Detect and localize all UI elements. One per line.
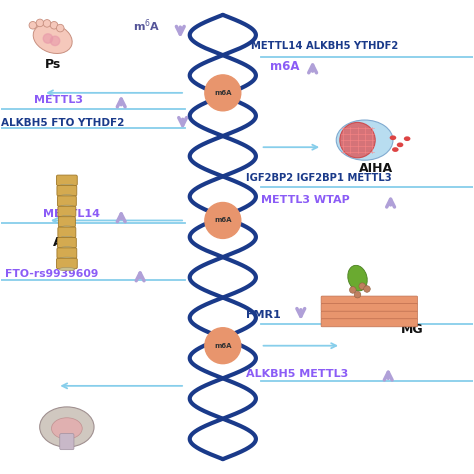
Text: METTL3 WTAP: METTL3 WTAP — [261, 195, 349, 205]
Text: m$^6$A: m$^6$A — [134, 17, 161, 34]
Text: m6A: m6A — [214, 218, 232, 223]
Text: Ps: Ps — [45, 58, 61, 71]
Ellipse shape — [40, 407, 94, 447]
Ellipse shape — [60, 246, 74, 250]
Circle shape — [36, 19, 44, 27]
Circle shape — [354, 292, 361, 298]
Circle shape — [364, 286, 370, 292]
Ellipse shape — [33, 24, 72, 54]
Ellipse shape — [59, 184, 75, 188]
FancyBboxPatch shape — [56, 258, 77, 269]
FancyBboxPatch shape — [321, 304, 418, 312]
Circle shape — [50, 21, 58, 29]
Circle shape — [359, 283, 365, 290]
FancyBboxPatch shape — [57, 248, 77, 258]
Ellipse shape — [348, 265, 367, 291]
Text: m6A: m6A — [214, 343, 232, 349]
Ellipse shape — [404, 137, 410, 141]
Text: m6A: m6A — [214, 90, 232, 96]
FancyBboxPatch shape — [321, 296, 418, 304]
Circle shape — [205, 202, 241, 238]
Ellipse shape — [390, 136, 396, 140]
Text: ALKBH5 FTO YTHDF2: ALKBH5 FTO YTHDF2 — [0, 118, 124, 128]
Circle shape — [43, 19, 51, 27]
Ellipse shape — [61, 226, 73, 229]
FancyBboxPatch shape — [58, 227, 76, 237]
FancyBboxPatch shape — [321, 319, 418, 327]
Text: METTL14: METTL14 — [43, 210, 100, 219]
Ellipse shape — [60, 216, 73, 219]
Text: METTL14 ALKBH5 YTHDF2: METTL14 ALKBH5 YTHDF2 — [251, 41, 399, 51]
Text: MG: MG — [401, 323, 423, 336]
FancyBboxPatch shape — [321, 311, 418, 319]
FancyBboxPatch shape — [60, 434, 74, 450]
Circle shape — [29, 21, 36, 29]
FancyBboxPatch shape — [57, 185, 77, 196]
Text: ALKBH5 METTL3: ALKBH5 METTL3 — [246, 369, 349, 379]
Ellipse shape — [60, 205, 74, 209]
Text: MS: MS — [56, 435, 78, 447]
FancyBboxPatch shape — [57, 237, 76, 248]
Circle shape — [349, 287, 356, 293]
Ellipse shape — [392, 147, 399, 152]
FancyBboxPatch shape — [58, 206, 76, 217]
Text: FTO-rs9939609: FTO-rs9939609 — [5, 269, 99, 279]
Circle shape — [50, 36, 60, 46]
Circle shape — [205, 75, 241, 111]
Ellipse shape — [59, 257, 74, 260]
Ellipse shape — [397, 143, 403, 147]
FancyBboxPatch shape — [57, 196, 76, 206]
Circle shape — [205, 328, 241, 364]
Ellipse shape — [60, 237, 73, 239]
Text: AIHA: AIHA — [359, 162, 393, 175]
Ellipse shape — [59, 267, 75, 271]
Text: METTL3: METTL3 — [34, 95, 83, 105]
Text: AS: AS — [53, 236, 72, 249]
Ellipse shape — [59, 195, 74, 198]
Text: FMR1: FMR1 — [246, 310, 281, 319]
FancyBboxPatch shape — [56, 175, 77, 185]
Circle shape — [43, 34, 53, 43]
Text: m6A: m6A — [270, 60, 300, 73]
Circle shape — [56, 24, 64, 32]
FancyBboxPatch shape — [58, 217, 75, 227]
Ellipse shape — [340, 122, 375, 158]
Text: IGF2BP2 IGF2BP1 METTL3: IGF2BP2 IGF2BP1 METTL3 — [246, 173, 392, 183]
Ellipse shape — [52, 418, 82, 439]
Ellipse shape — [336, 120, 393, 160]
